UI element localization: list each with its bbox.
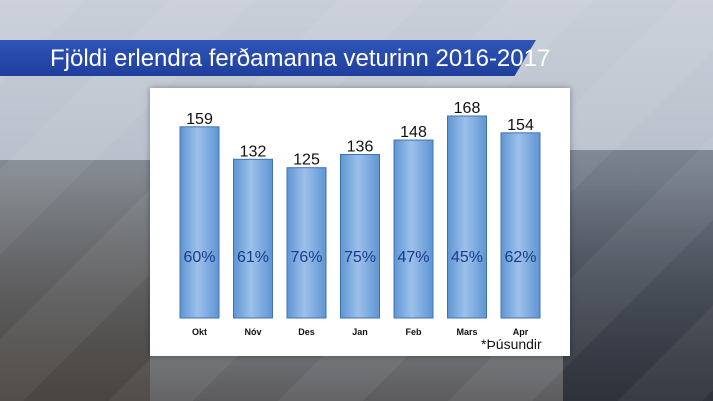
background-people-right xyxy=(563,150,713,401)
category-label: Nóv xyxy=(244,327,261,337)
percent-label: 60% xyxy=(183,249,215,266)
category-label: Des xyxy=(298,327,315,337)
background-people-left xyxy=(0,160,150,401)
value-label: 148 xyxy=(400,124,427,141)
percent-label: 62% xyxy=(504,249,536,266)
percent-label: 75% xyxy=(344,249,376,266)
value-label: 154 xyxy=(507,117,534,134)
percent-label: 47% xyxy=(397,249,429,266)
bar-feb xyxy=(393,139,434,319)
title-banner xyxy=(0,40,536,76)
category-label: Feb xyxy=(405,327,422,337)
value-label: 168 xyxy=(454,100,481,117)
bar-nóv xyxy=(233,158,273,319)
value-label: 136 xyxy=(347,138,374,155)
category-label: Okt xyxy=(192,327,207,337)
bar-okt xyxy=(179,126,220,319)
bar-jan xyxy=(340,153,380,319)
bar-apr xyxy=(500,132,541,319)
percent-label: 45% xyxy=(451,249,483,266)
bar-des xyxy=(286,167,327,319)
value-label: 159 xyxy=(186,111,213,128)
footnote: *Þúsundir xyxy=(481,336,542,352)
value-label: 132 xyxy=(240,143,267,160)
chart-title: Fjöldi erlendra ferðamanna veturinn 2016… xyxy=(50,45,551,72)
bar-mars xyxy=(447,115,487,319)
value-label: 125 xyxy=(293,152,320,169)
category-label: Mars xyxy=(456,327,477,337)
category-label: Jan xyxy=(352,327,368,337)
percent-label: 61% xyxy=(237,249,269,266)
percent-label: 76% xyxy=(290,249,322,266)
category-label: Apr xyxy=(513,327,529,337)
